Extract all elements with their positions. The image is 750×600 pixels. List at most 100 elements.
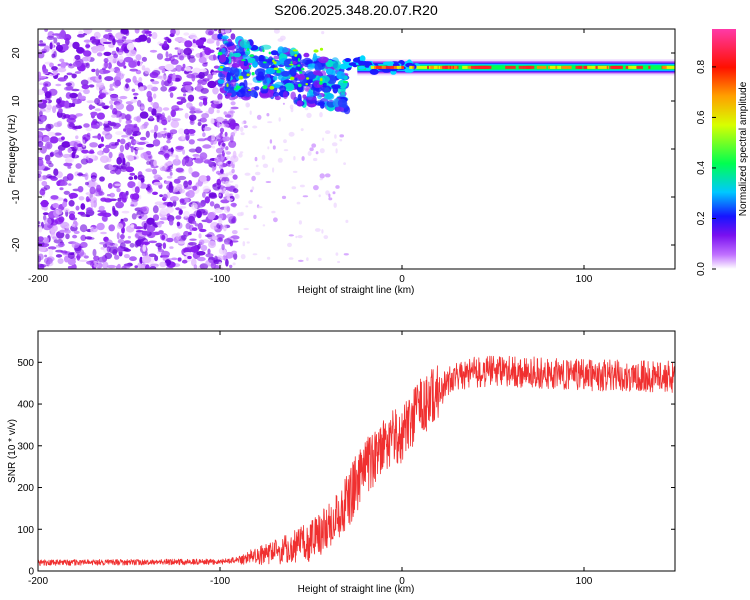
noise-blob bbox=[151, 31, 158, 40]
tone-wobble bbox=[358, 65, 366, 70]
fade-blob bbox=[278, 117, 281, 122]
fade-blob bbox=[267, 146, 270, 150]
noise-blob bbox=[159, 217, 170, 221]
band-blob bbox=[254, 86, 260, 91]
noise-blob bbox=[39, 110, 43, 117]
noise-blob bbox=[169, 246, 174, 249]
noise-blob bbox=[176, 96, 186, 100]
fade-blob bbox=[261, 154, 266, 160]
noise-blob bbox=[86, 100, 95, 104]
noise-blob bbox=[136, 99, 142, 107]
noise-blob bbox=[151, 108, 157, 116]
noise-blob bbox=[75, 135, 79, 140]
noise-blob bbox=[98, 143, 105, 147]
noise-blob bbox=[72, 61, 82, 67]
noise-blob bbox=[187, 255, 192, 260]
band-blob bbox=[231, 63, 241, 68]
noise-blob bbox=[110, 104, 114, 110]
noise-blob bbox=[220, 168, 224, 175]
fade-blob bbox=[332, 191, 336, 195]
band-hotspot bbox=[301, 67, 305, 71]
noise-blob bbox=[181, 259, 188, 264]
fade-blob bbox=[301, 156, 305, 161]
noise-blob bbox=[141, 56, 147, 62]
noise-blob bbox=[67, 165, 72, 169]
noise-blob bbox=[95, 68, 100, 77]
noise-blob bbox=[188, 114, 197, 121]
noise-blob bbox=[192, 67, 202, 74]
band-blob bbox=[297, 74, 306, 81]
noise-blob bbox=[216, 138, 223, 142]
noise-blob bbox=[217, 93, 223, 101]
noise-blob bbox=[207, 80, 217, 89]
snr-panel: -200 -100 0 100 0 100 200 300 400 500 Height of … bbox=[7, 330, 676, 595]
fade-blob bbox=[282, 102, 285, 105]
noise-blob bbox=[210, 118, 215, 125]
noise-blob bbox=[46, 35, 55, 40]
noise-blob bbox=[152, 191, 158, 195]
noise-blob bbox=[145, 130, 150, 138]
noise-blob bbox=[129, 256, 137, 262]
band-hotspot bbox=[305, 83, 309, 86]
noise-blob bbox=[71, 151, 76, 159]
noise-blob bbox=[156, 115, 160, 123]
noise-blob bbox=[162, 193, 168, 200]
tone-hotspot bbox=[370, 65, 375, 69]
fade-blob bbox=[251, 175, 256, 182]
noise-blob bbox=[177, 175, 187, 181]
noise-blob bbox=[44, 91, 52, 99]
noise-blob bbox=[154, 255, 159, 262]
noise-blob bbox=[38, 236, 44, 242]
noise-blob bbox=[147, 106, 153, 112]
fade-blob bbox=[247, 82, 253, 86]
noise-blob bbox=[125, 161, 131, 168]
noise-blob bbox=[132, 130, 141, 136]
noise-blob bbox=[150, 165, 159, 169]
noise-blob bbox=[146, 217, 155, 225]
noise-blob bbox=[123, 263, 133, 267]
noise-blob bbox=[222, 224, 227, 232]
noise-blob bbox=[162, 242, 167, 249]
fade-blob bbox=[302, 195, 309, 198]
noise-blob bbox=[114, 254, 120, 260]
noise-blob bbox=[169, 171, 173, 176]
noise-blob bbox=[200, 244, 208, 252]
noise-blob bbox=[116, 223, 124, 230]
noise-blob bbox=[84, 236, 93, 240]
tone-hotspot bbox=[518, 65, 525, 69]
fade-blob bbox=[262, 224, 266, 227]
fade-blob bbox=[321, 30, 325, 35]
fade-blob bbox=[291, 186, 297, 190]
y-tick-label: 20 bbox=[11, 47, 22, 59]
fade-blob bbox=[325, 130, 331, 135]
tone-hotspot bbox=[525, 65, 532, 69]
fade-blob bbox=[335, 148, 338, 154]
noise-blob bbox=[90, 111, 98, 117]
tone-hotspot bbox=[587, 65, 596, 69]
noise-blob bbox=[72, 41, 80, 50]
noise-blob bbox=[74, 54, 81, 60]
noise-blob bbox=[112, 205, 116, 212]
tone-wobble bbox=[382, 61, 393, 65]
noise-blob bbox=[146, 160, 151, 165]
noise-blob bbox=[121, 210, 130, 214]
noise-blob bbox=[38, 140, 44, 148]
noise-blob bbox=[215, 147, 224, 154]
fade-blob bbox=[218, 188, 223, 194]
noise-blob bbox=[38, 157, 44, 160]
noise-blob bbox=[38, 71, 42, 79]
noise-blob bbox=[185, 84, 192, 92]
noise-blob bbox=[64, 100, 70, 109]
fade-blob bbox=[219, 144, 222, 148]
noise-blob bbox=[115, 102, 125, 110]
noise-blob bbox=[166, 166, 171, 172]
noise-blob bbox=[154, 124, 159, 132]
noise-blob bbox=[171, 78, 176, 82]
band-hotspot bbox=[226, 83, 229, 87]
noise-blob bbox=[230, 33, 236, 40]
colorbar-tick-label: 0.8 bbox=[696, 60, 707, 74]
noise-blob bbox=[174, 37, 185, 42]
fade-blob bbox=[319, 178, 323, 181]
noise-blob bbox=[199, 117, 207, 123]
noise-blob bbox=[104, 133, 113, 140]
